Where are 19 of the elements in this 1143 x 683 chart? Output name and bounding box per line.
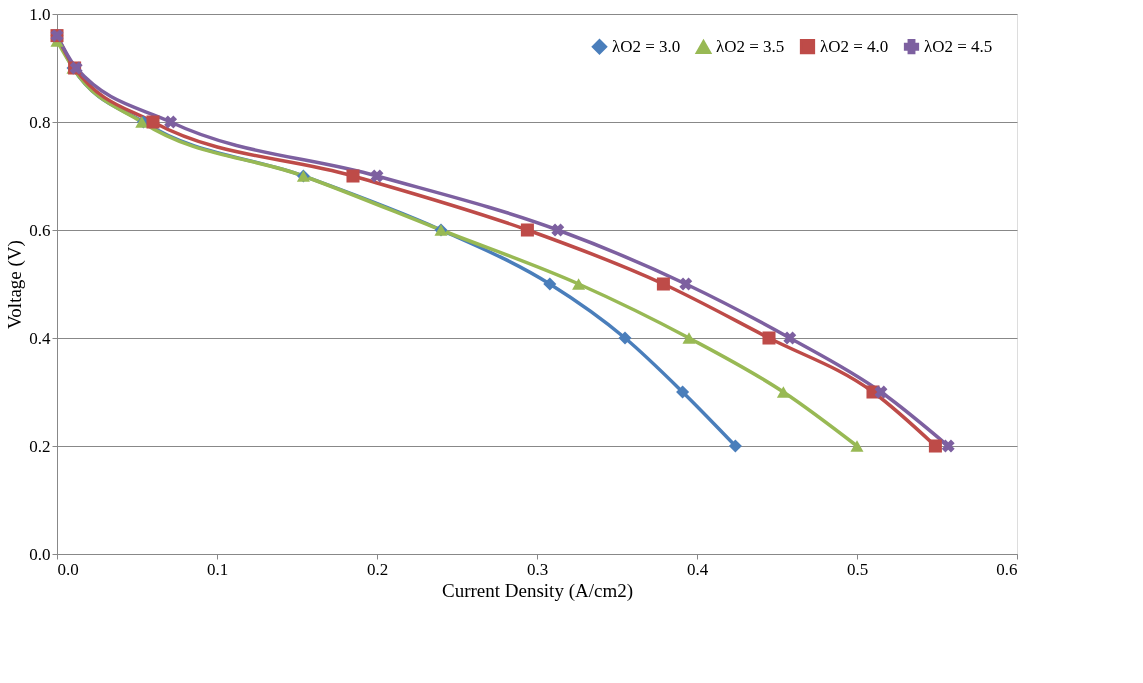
y-tick-label: 0.8 xyxy=(29,112,51,132)
x-tick-label: 0.6 xyxy=(996,559,1018,579)
y-tick-label: 0.4 xyxy=(29,328,51,348)
legend-label: λO2 = 3.0 xyxy=(612,36,681,56)
legend-label: λO2 = 4.5 xyxy=(924,36,993,56)
y-tick-label: 0.6 xyxy=(29,220,51,240)
x-tick-label: 0.1 xyxy=(206,559,229,579)
x-tick-label: 0.0 xyxy=(57,559,79,579)
x-tick-label: 0.4 xyxy=(686,559,709,579)
y-axis-title: Voltage (V) xyxy=(4,240,27,329)
x-tick-label: 0.5 xyxy=(846,559,869,579)
x-tick-label: 0.3 xyxy=(526,559,549,579)
legend-label: λO2 = 4.0 xyxy=(820,36,889,56)
y-tick-label: 0.2 xyxy=(29,436,51,456)
x-tick-label: 0.2 xyxy=(366,559,389,579)
y-tick-label: 1.0 xyxy=(29,4,51,24)
legend-label: λO2 = 3.5 xyxy=(716,37,785,57)
x-axis-title: Current Density (A/cm2) xyxy=(441,579,634,602)
y-tick-label: 0.0 xyxy=(29,544,51,564)
